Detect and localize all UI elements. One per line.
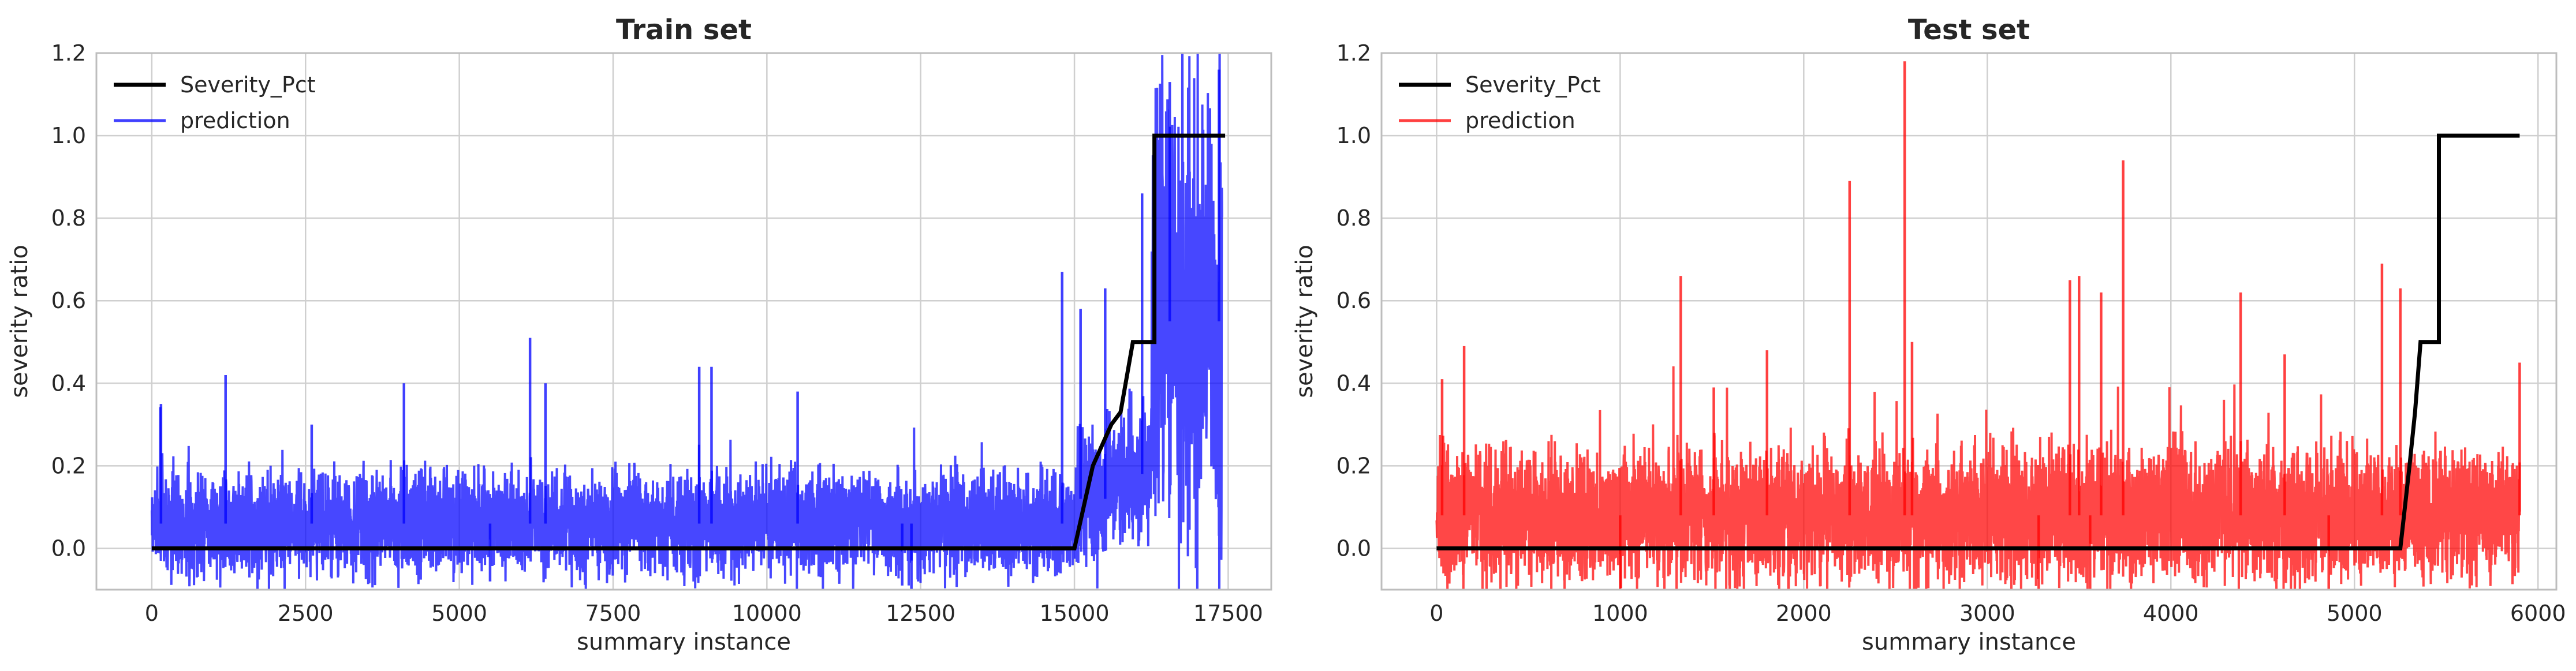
chart-1-title: Train set bbox=[616, 14, 752, 46]
chart-1-x-tick-label: 5000 bbox=[431, 601, 487, 626]
chart-1-series-group bbox=[150, 53, 1226, 590]
chart-2-series-severity-pct bbox=[1436, 133, 2520, 550]
chart-1-x-axis-label: summary instance bbox=[577, 629, 791, 655]
chart-1-frame bbox=[95, 52, 1272, 591]
chart-1-y-tick-label: 0.4 bbox=[51, 370, 86, 396]
chart-2-y-tick-label: 0.0 bbox=[1336, 535, 1371, 561]
chart-1-legend-label-prediction: prediction bbox=[180, 108, 290, 133]
chart-1-legend-label-severity: Severity_Pct bbox=[180, 72, 316, 98]
chart-2-legend-label-prediction: prediction bbox=[1465, 108, 1576, 133]
chart-1-y-tick-label: 0.8 bbox=[51, 205, 86, 231]
chart-2-y-tick-label: 1.2 bbox=[1336, 40, 1371, 66]
chart-1-y-tick-label: 0.0 bbox=[51, 535, 86, 561]
chart-2-x-tick-label: 6000 bbox=[2510, 601, 2566, 626]
chart-1-y-tick-label: 1.2 bbox=[51, 40, 86, 66]
chart-1-y-tick-label: 1.0 bbox=[51, 123, 86, 148]
chart-1-y-axis-label: severity ratio bbox=[6, 245, 33, 398]
chart-1-x-tick-label: 10000 bbox=[732, 601, 802, 626]
chart-2-y-tick-label: 0.6 bbox=[1336, 288, 1371, 313]
chart-1-series-prediction bbox=[150, 53, 1223, 590]
chart-2-title: Test set bbox=[1908, 14, 2030, 46]
chart-1-series-severity-pct bbox=[151, 133, 1226, 550]
chart-2-series-group bbox=[1435, 61, 2521, 590]
chart-2-legend-label-severity: Severity_Pct bbox=[1465, 72, 1601, 98]
chart-2-frame bbox=[1380, 52, 2558, 591]
chart-2-x-tick-label: 5000 bbox=[2327, 601, 2383, 626]
chart-2-x-tick-label: 1000 bbox=[1592, 601, 1648, 626]
chart-1-x-tick-label: 15000 bbox=[1040, 601, 1110, 626]
chart-2-x-tick-label: 4000 bbox=[2143, 601, 2199, 626]
chart-1-y-tick-label: 0.6 bbox=[51, 288, 86, 313]
chart-2-x-axis-label: summary instance bbox=[1862, 629, 2076, 655]
chart-2-x-tick-label: 2000 bbox=[1776, 601, 1832, 626]
chart-1: 0 2500 5000 7500 10000 12500 15000 17500 0.0 0.2 0… bbox=[6, 14, 1272, 655]
chart-1-y-tick-label: 0.2 bbox=[51, 453, 86, 478]
chart-1-x-tick-label: 17500 bbox=[1193, 601, 1263, 626]
chart-1-x-tick-label: 0 bbox=[145, 601, 159, 626]
chart-1-x-tick-label: 12500 bbox=[886, 601, 955, 626]
chart-2-series-prediction bbox=[1435, 366, 2521, 590]
chart-2-y-tick-label: 1.0 bbox=[1336, 123, 1371, 148]
chart-2-x-tick-label: 3000 bbox=[1959, 601, 2015, 626]
chart-1-x-tick-label: 2500 bbox=[278, 601, 334, 626]
chart-2-x-tick-label: 0 bbox=[1429, 601, 1443, 626]
chart-2-y-tick-label: 0.4 bbox=[1336, 370, 1371, 396]
chart-2: 0 1000 2000 3000 4000 5000 6000 0.0 0.2 0.4 0.6 0.8… bbox=[1291, 14, 2566, 655]
chart-2-y-tick-label: 0.2 bbox=[1336, 453, 1371, 478]
chart-2-y-axis-label: severity ratio bbox=[1291, 245, 1318, 398]
chart-2-y-tick-label: 0.8 bbox=[1336, 205, 1371, 231]
chart-1-x-tick-label: 7500 bbox=[585, 601, 641, 626]
